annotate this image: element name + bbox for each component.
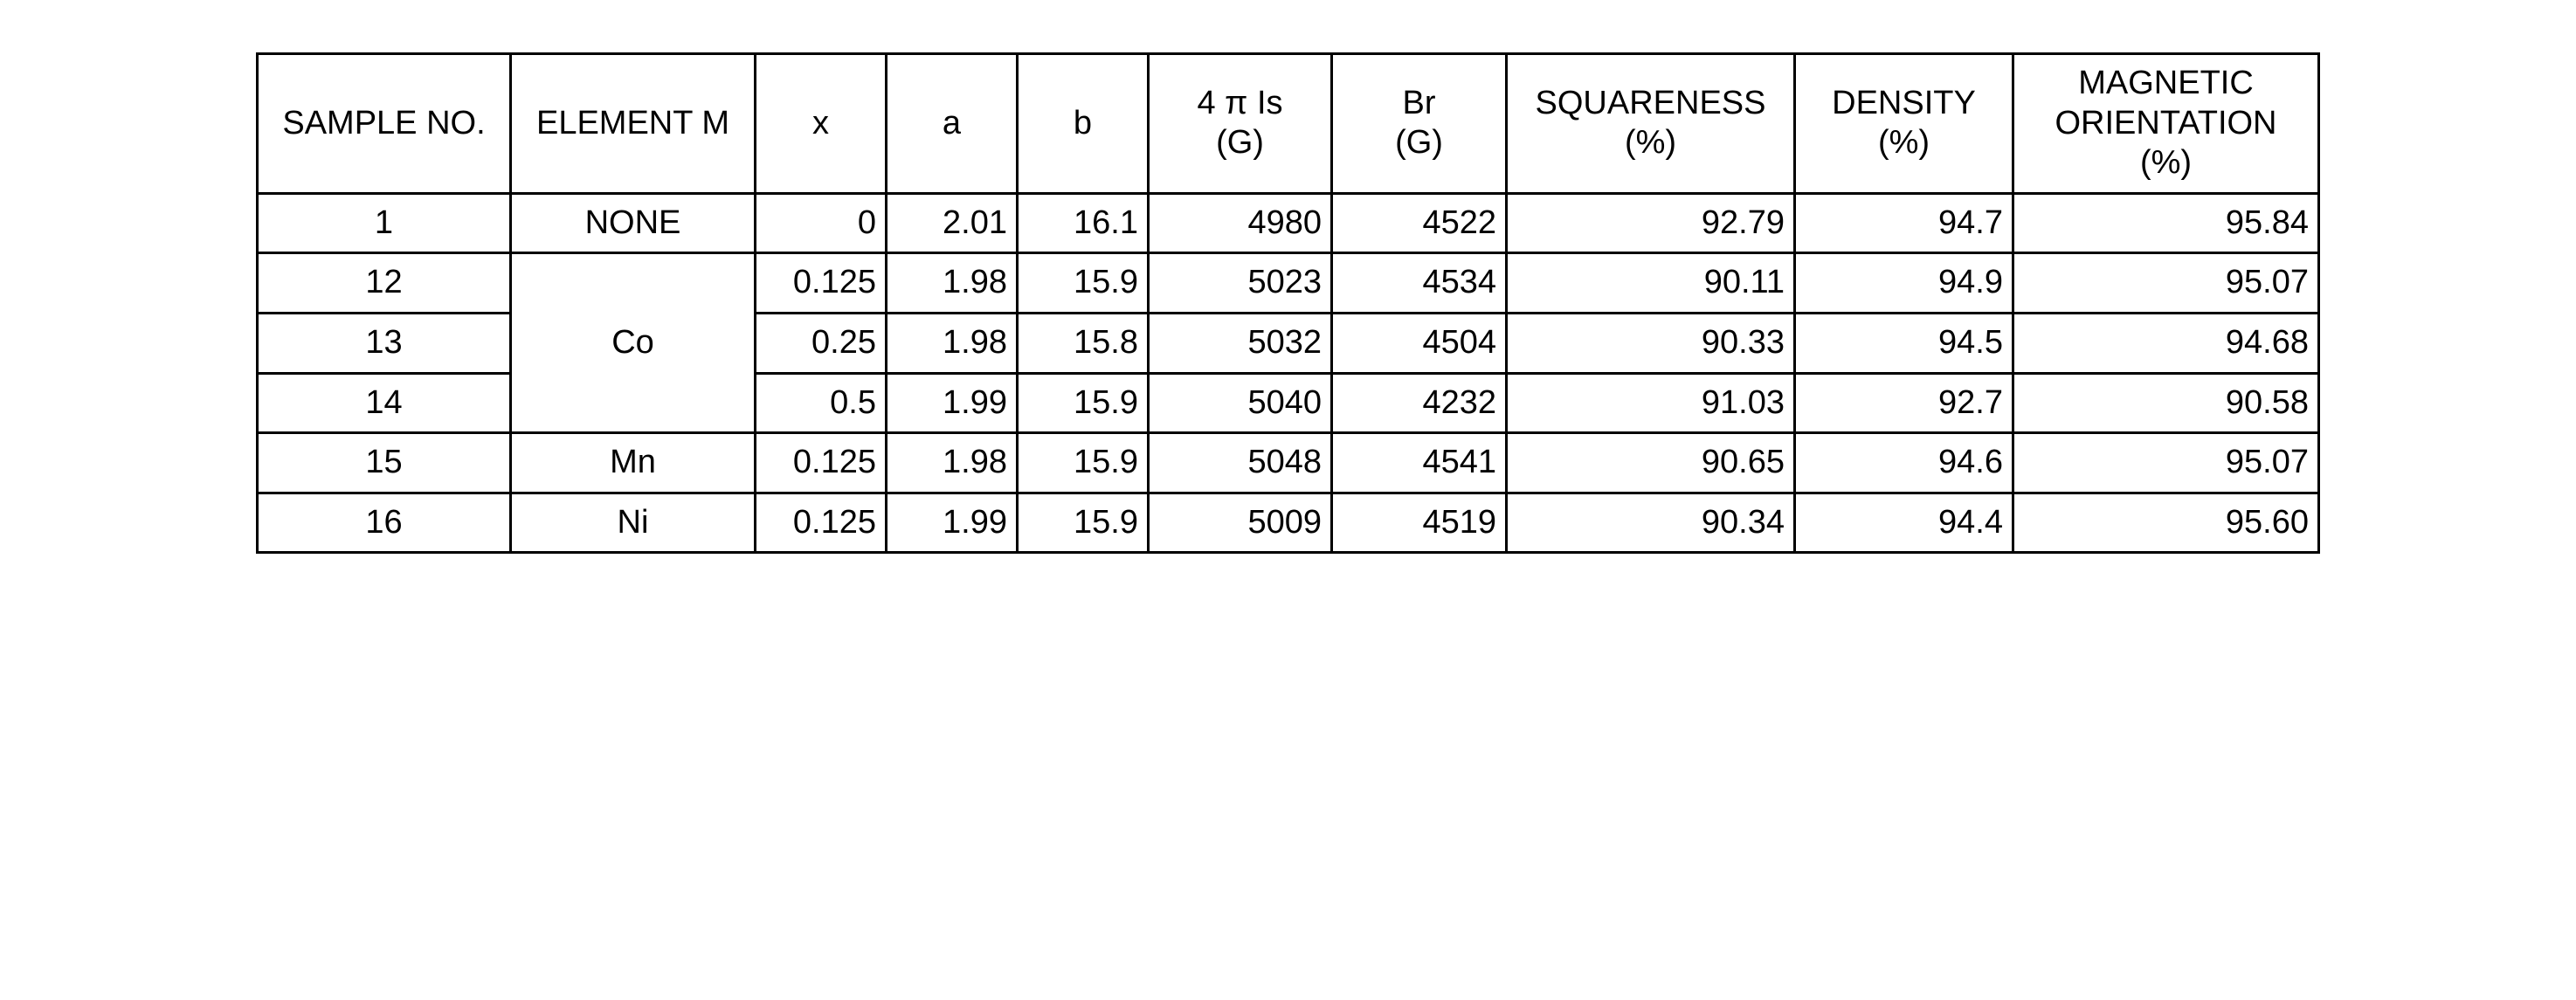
col-header-squareness: SQUARENESS (%): [1507, 54, 1795, 194]
col-header-orientation: MAGNETIC ORIENTATION (%): [2013, 54, 2319, 194]
cell-b: 15.9: [1018, 253, 1149, 314]
col-header-br: Br (G): [1332, 54, 1507, 194]
cell-sample-no: 1: [258, 193, 511, 253]
cell-sample-no: 15: [258, 433, 511, 493]
cell-x: 0.5: [756, 373, 887, 433]
cell-br: 4522: [1332, 193, 1507, 253]
cell-sample-no: 13: [258, 313, 511, 373]
cell-a: 1.99: [887, 373, 1018, 433]
cell-a: 1.99: [887, 493, 1018, 553]
cell-orientation: 94.68: [2013, 313, 2319, 373]
col-header-sample-no: SAMPLE NO.: [258, 54, 511, 194]
cell-orientation: 90.58: [2013, 373, 2319, 433]
cell-4pi-is: 5023: [1149, 253, 1332, 314]
col-header-b: b: [1018, 54, 1149, 194]
cell-br: 4534: [1332, 253, 1507, 314]
cell-orientation: 95.07: [2013, 433, 2319, 493]
cell-x: 0.125: [756, 433, 887, 493]
cell-density: 94.4: [1795, 493, 2013, 553]
cell-orientation: 95.07: [2013, 253, 2319, 314]
col-header-element-m: ELEMENT M: [511, 54, 756, 194]
data-table: SAMPLE NO. ELEMENT M x a b 4 π Is (G) Br…: [256, 52, 2320, 554]
cell-4pi-is: 4980: [1149, 193, 1332, 253]
cell-b: 15.9: [1018, 373, 1149, 433]
cell-x: 0.125: [756, 493, 887, 553]
cell-b: 15.9: [1018, 493, 1149, 553]
cell-a: 1.98: [887, 313, 1018, 373]
cell-squareness: 92.79: [1507, 193, 1795, 253]
cell-x: 0.25: [756, 313, 887, 373]
cell-4pi-is: 5009: [1149, 493, 1332, 553]
cell-density: 94.5: [1795, 313, 2013, 373]
cell-4pi-is: 5048: [1149, 433, 1332, 493]
col-header-density: DENSITY (%): [1795, 54, 2013, 194]
cell-sample-no: 16: [258, 493, 511, 553]
cell-density: 94.6: [1795, 433, 2013, 493]
table-row: 1 NONE 0 2.01 16.1 4980 4522 92.79 94.7 …: [258, 193, 2319, 253]
cell-sample-no: 12: [258, 253, 511, 314]
cell-b: 15.8: [1018, 313, 1149, 373]
cell-density: 94.9: [1795, 253, 2013, 314]
cell-br: 4504: [1332, 313, 1507, 373]
cell-squareness: 90.34: [1507, 493, 1795, 553]
cell-br: 4519: [1332, 493, 1507, 553]
table-header-row: SAMPLE NO. ELEMENT M x a b 4 π Is (G) Br…: [258, 54, 2319, 194]
cell-a: 2.01: [887, 193, 1018, 253]
cell-squareness: 90.11: [1507, 253, 1795, 314]
table-row: 16 Ni 0.125 1.99 15.9 5009 4519 90.34 94…: [258, 493, 2319, 553]
cell-element-m: Co: [511, 253, 756, 433]
cell-a: 1.98: [887, 433, 1018, 493]
cell-br: 4541: [1332, 433, 1507, 493]
cell-orientation: 95.60: [2013, 493, 2319, 553]
cell-4pi-is: 5032: [1149, 313, 1332, 373]
col-header-x: x: [756, 54, 887, 194]
cell-4pi-is: 5040: [1149, 373, 1332, 433]
col-header-a: a: [887, 54, 1018, 194]
cell-density: 92.7: [1795, 373, 2013, 433]
cell-element-m: NONE: [511, 193, 756, 253]
col-header-4pi-is: 4 π Is (G): [1149, 54, 1332, 194]
cell-squareness: 90.33: [1507, 313, 1795, 373]
cell-a: 1.98: [887, 253, 1018, 314]
cell-x: 0.125: [756, 253, 887, 314]
cell-br: 4232: [1332, 373, 1507, 433]
cell-orientation: 95.84: [2013, 193, 2319, 253]
cell-b: 16.1: [1018, 193, 1149, 253]
cell-b: 15.9: [1018, 433, 1149, 493]
cell-density: 94.7: [1795, 193, 2013, 253]
cell-element-m: Mn: [511, 433, 756, 493]
cell-squareness: 90.65: [1507, 433, 1795, 493]
table-row: 15 Mn 0.125 1.98 15.9 5048 4541 90.65 94…: [258, 433, 2319, 493]
cell-squareness: 91.03: [1507, 373, 1795, 433]
cell-element-m: Ni: [511, 493, 756, 553]
table-row: 12 Co 0.125 1.98 15.9 5023 4534 90.11 94…: [258, 253, 2319, 314]
cell-x: 0: [756, 193, 887, 253]
cell-sample-no: 14: [258, 373, 511, 433]
